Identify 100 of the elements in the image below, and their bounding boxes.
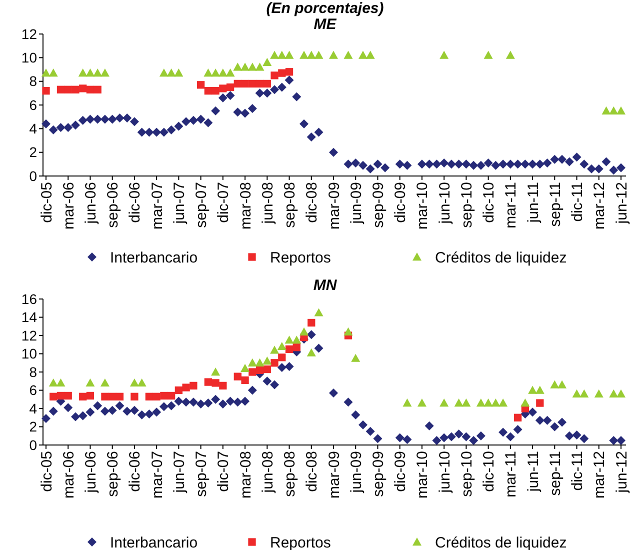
x-tick-label: mar-09: [326, 451, 343, 499]
point: [285, 345, 294, 354]
point: [145, 392, 154, 400]
x-tick-label: dic-05: [38, 182, 56, 223]
point: [306, 50, 316, 59]
point: [167, 392, 176, 400]
point: [351, 354, 360, 362]
point: [402, 398, 412, 407]
point: [535, 386, 544, 394]
point: [48, 378, 58, 387]
point: [86, 68, 95, 77]
point: [100, 378, 110, 387]
point: [550, 380, 560, 388]
x-tick-label: sep-10: [458, 451, 476, 497]
x-tick-label: mar-07: [148, 182, 166, 230]
point: [240, 364, 250, 372]
point: [329, 50, 338, 59]
x-tick-label: sep-11: [546, 182, 564, 227]
y-tick-label: 2: [29, 144, 38, 160]
x-tick-label: dic-09: [392, 451, 410, 492]
point: [344, 50, 353, 59]
point: [256, 80, 264, 88]
point: [56, 378, 66, 387]
point: [284, 50, 294, 59]
point: [93, 68, 102, 77]
point: [248, 358, 257, 366]
point: [72, 86, 80, 94]
point: [56, 392, 65, 400]
x-tick-label: sep-07: [193, 451, 210, 497]
point: [130, 378, 139, 387]
x-tick-label: dic-10: [480, 182, 498, 223]
y-tick-label: 8: [29, 364, 38, 380]
point: [506, 50, 515, 59]
point: [166, 68, 176, 77]
y-tick-label: 4: [29, 400, 38, 416]
point: [137, 378, 146, 387]
x-tick-label: jun-12: [613, 451, 630, 494]
point: [536, 399, 544, 407]
point: [284, 336, 294, 344]
y-tick-label: 10: [21, 50, 38, 66]
point: [56, 86, 65, 94]
point: [498, 398, 508, 407]
x-tick-label: jun-09: [348, 182, 365, 225]
x-tick-label: dic-11: [569, 182, 586, 222]
point: [241, 376, 249, 384]
point: [256, 366, 264, 374]
point: [528, 386, 538, 394]
point: [182, 384, 190, 392]
x-tick-label: mar-11: [502, 182, 520, 228]
point: [159, 68, 168, 77]
point: [270, 359, 278, 367]
point: [130, 392, 138, 400]
point: [219, 84, 227, 92]
x-tick-label: jun-11: [524, 451, 542, 493]
point: [79, 392, 87, 400]
legend-label: Interbancario: [110, 249, 198, 266]
x-tick-label: mar-06: [60, 451, 78, 499]
point: [152, 392, 160, 400]
legend-label: Reportos: [270, 249, 331, 266]
point: [314, 308, 324, 316]
y-tick-label: 12: [21, 26, 38, 42]
point: [108, 392, 116, 400]
point: [100, 68, 110, 77]
y-tick-label: 16: [21, 290, 38, 307]
point: [277, 50, 286, 59]
point: [308, 318, 316, 327]
x-tick-label: jun-06: [82, 451, 100, 494]
point: [240, 62, 250, 71]
point: [94, 86, 102, 94]
y-tick-label: 6: [29, 96, 38, 113]
point: [514, 414, 522, 422]
point: [211, 368, 220, 376]
point: [263, 80, 271, 88]
point: [64, 392, 72, 400]
point: [86, 392, 94, 400]
point: [440, 398, 449, 407]
x-tick-label: mar-07: [148, 451, 166, 499]
y-tick-label: 0: [29, 168, 38, 184]
point: [609, 389, 618, 398]
point: [86, 86, 94, 94]
point: [292, 336, 302, 344]
x-tick-label: dic-08: [304, 182, 321, 223]
x-tick-label: mar-10: [414, 451, 432, 499]
point: [572, 389, 582, 398]
x-tick-label: dic-06: [126, 451, 144, 492]
point: [292, 344, 300, 352]
x-tick-label: jun-11: [524, 182, 542, 224]
point: [101, 392, 109, 400]
point: [116, 392, 124, 400]
point: [476, 398, 486, 407]
point: [226, 68, 235, 77]
x-tick-label: dic-09: [392, 182, 410, 223]
point: [160, 392, 168, 400]
y-tick-label: 14: [21, 309, 38, 326]
point: [190, 382, 198, 390]
point: [484, 398, 493, 407]
y-tick-label: 6: [29, 382, 38, 398]
x-tick-label: jun-10: [436, 182, 454, 225]
point: [344, 327, 353, 336]
x-tick-label: jun-08: [259, 182, 276, 225]
